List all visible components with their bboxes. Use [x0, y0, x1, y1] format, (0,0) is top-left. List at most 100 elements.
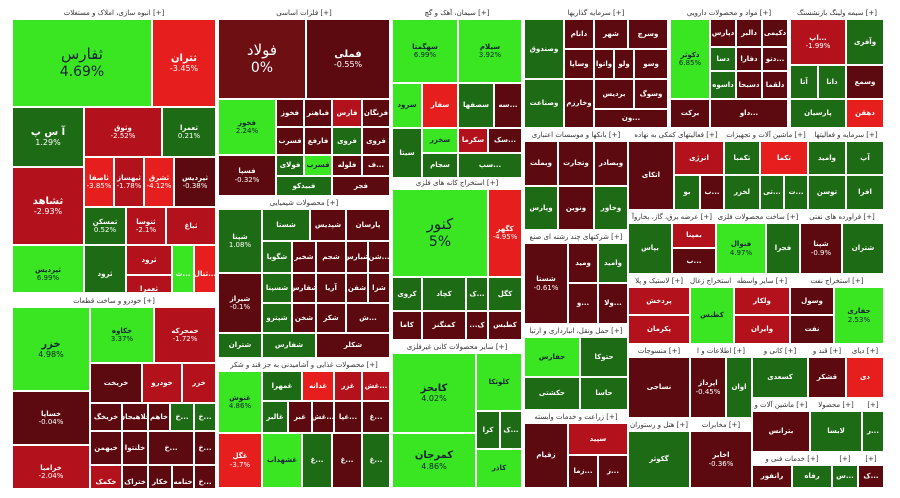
stock-tile[interactable]: فروی [332, 127, 362, 155]
stock-tile[interactable]: خرامیا -2.04% [12, 445, 90, 488]
stock-tile[interactable]: لخزر [724, 175, 760, 210]
stock-tile[interactable]: وبملت [524, 141, 558, 186]
stock-tile[interactable]: اتکای [628, 141, 674, 210]
stock-tile[interactable]: پردخش [628, 287, 690, 315]
stock-tile[interactable]: حفارس [524, 337, 580, 377]
stock-tile[interactable]: برکت [670, 99, 710, 128]
stock-tile[interactable]: داسوه [710, 71, 736, 99]
stock-tile[interactable]: کمرجان 4.86% [392, 433, 476, 488]
stock-tile[interactable]: وامید [808, 141, 846, 175]
stock-tile[interactable]: کنور 5% [392, 189, 488, 277]
stock-tile[interactable]: دکوثر 6.85% [670, 19, 710, 99]
stock-tile[interactable]: کسعدی [752, 357, 808, 398]
stock-tile[interactable]: سکرما [458, 128, 488, 153]
stock-tile[interactable]: شفارس [292, 273, 316, 303]
stock-tile[interactable]: تی... [760, 175, 784, 210]
stock-tile[interactable]: ثفارس 4.69% [12, 19, 152, 107]
stock-tile[interactable]: وسرچ [628, 19, 668, 49]
sector-title-expand[interactable]: مخابرات [+] [701, 421, 741, 429]
stock-tile[interactable]: س... [832, 465, 858, 488]
stock-tile[interactable]: فولای [276, 155, 304, 176]
stock-tile[interactable]: دکیمی [762, 19, 788, 47]
stock-tile[interactable]: بمپنا [672, 223, 716, 248]
stock-tile[interactable]: قشکر [808, 357, 846, 398]
sector-title-expand[interactable]: فراورده های نفتی [+] [809, 213, 875, 221]
stock-tile[interactable]: رانفور [752, 465, 792, 488]
stock-tile[interactable]: کطبس [690, 287, 734, 344]
stock-tile[interactable]: کگل [488, 277, 522, 311]
stock-tile[interactable]: خزر [182, 363, 216, 403]
stock-tile[interactable]: شتران [842, 223, 884, 274]
sector-title-expand[interactable]: سیمان، آهک و گچ [+] [424, 9, 490, 17]
stock-tile[interactable]: فلوله [332, 155, 362, 176]
stock-tile[interactable]: شکر [316, 303, 346, 333]
stock-tile[interactable]: دفارا [736, 47, 762, 71]
stock-tile[interactable]: ت... [784, 175, 808, 210]
stock-tile[interactable]: ثتران -3.45% [152, 19, 216, 107]
stock-tile[interactable]: سجام [422, 153, 458, 178]
stock-tile[interactable]: شهر [594, 19, 628, 49]
stock-tile[interactable]: رفاه [792, 465, 832, 488]
stock-tile[interactable]: فنوال 4.97% [716, 223, 766, 274]
stock-tile[interactable]: وآفری [846, 19, 884, 65]
stock-tile[interactable]: شستا [262, 209, 310, 241]
stock-tile[interactable]: ولو [614, 49, 634, 79]
stock-tile[interactable]: ثپردیس 6.99% [12, 245, 84, 292]
stock-tile[interactable]: شستا -0.61% [524, 243, 568, 324]
sector-title-expand[interactable]: استخراج نفت [+] [810, 277, 864, 285]
sector-title-expand[interactable]: عرضه برق، گاز، بخاروآ [+] [632, 213, 712, 221]
stock-tile[interactable]: سپ... [458, 153, 522, 178]
stock-tile[interactable]: خکار [148, 465, 172, 488]
stock-tile[interactable]: غزر [334, 371, 362, 401]
stock-tile[interactable]: شبارس [346, 241, 368, 273]
sector-title-expand[interactable]: لاستیک و پلا [+] [635, 277, 683, 285]
stock-tile[interactable]: ثعمرا 0.21% [162, 107, 216, 157]
stock-tile[interactable]: ون... [594, 109, 668, 128]
stock-tile[interactable]: ثاصفا -3.85% [84, 157, 114, 207]
stock-tile[interactable]: کچاد [422, 277, 466, 311]
stock-tile[interactable]: خلنتوا [122, 431, 148, 465]
sector-title-expand[interactable]: [+] [867, 401, 879, 409]
stock-tile[interactable]: دلقما [762, 71, 788, 99]
sector-title-expand[interactable]: دیای [+] [851, 347, 879, 355]
stock-tile[interactable]: اوان [726, 357, 752, 418]
stock-tile[interactable]: خ... [148, 431, 194, 465]
stock-tile[interactable]: توسن [808, 175, 846, 210]
stock-tile[interactable]: دسبحا [736, 71, 762, 99]
stock-tile[interactable]: شفارس [262, 333, 316, 358]
stock-tile[interactable]: تکما [760, 141, 808, 175]
sector-title-expand[interactable]: سیمه ولینگ بازنشستگ [+] [796, 9, 878, 17]
stock-tile[interactable]: خمحرکه -1.72% [154, 307, 216, 363]
stock-tile[interactable]: فباهنر [304, 99, 332, 127]
stock-tile[interactable]: غشهداب [262, 433, 302, 488]
stock-tile[interactable]: ثشرق -4.12% [144, 157, 174, 207]
stock-tile[interactable]: کروی [392, 277, 422, 311]
stock-tile[interactable]: ب... [672, 248, 716, 274]
sector-title-expand[interactable]: سایر محصولات کانی غیرفلزی [+] [406, 343, 508, 351]
stock-tile[interactable]: آپ [846, 141, 884, 175]
stock-tile[interactable]: وثوق -2.52% [84, 107, 162, 157]
stock-tile[interactable]: نساجی [628, 357, 690, 418]
stock-tile[interactable]: و... [568, 283, 598, 324]
stock-tile[interactable]: زقیام [524, 423, 568, 488]
stock-tile[interactable]: دتو... [762, 47, 788, 71]
stock-tile[interactable]: وسول [790, 287, 834, 315]
stock-tile[interactable]: سصفها [458, 83, 494, 128]
stock-tile[interactable]: غدانه [302, 371, 334, 401]
sector-title-expand[interactable]: هتل و رستوران [+] [630, 421, 688, 429]
sector-title-expand[interactable]: اطلاعات و ا [+] [697, 347, 745, 355]
stock-tile[interactable]: ثپردیس -0.38% [174, 157, 216, 207]
stock-tile[interactable]: ثنال... [194, 245, 216, 292]
stock-tile[interactable]: آریا [316, 273, 346, 303]
stock-tile[interactable]: نفت [790, 315, 834, 344]
sector-title-expand[interactable]: انبوه سازی، املاک و مستغلات [+] [63, 9, 165, 17]
stock-tile[interactable]: ثبهساز -1.78% [114, 157, 144, 207]
stock-tile[interactable]: پکرمان [628, 315, 690, 344]
stock-tile[interactable]: شتران [218, 333, 262, 358]
stock-tile[interactable]: شکلر [316, 333, 390, 358]
stock-tile[interactable]: کلوتکا [476, 353, 522, 411]
stock-tile[interactable]: سپید [568, 423, 628, 455]
stock-tile[interactable]: ک... [500, 411, 522, 449]
stock-tile[interactable]: کاما [392, 311, 422, 340]
stock-tile[interactable]: غ... [302, 433, 332, 488]
